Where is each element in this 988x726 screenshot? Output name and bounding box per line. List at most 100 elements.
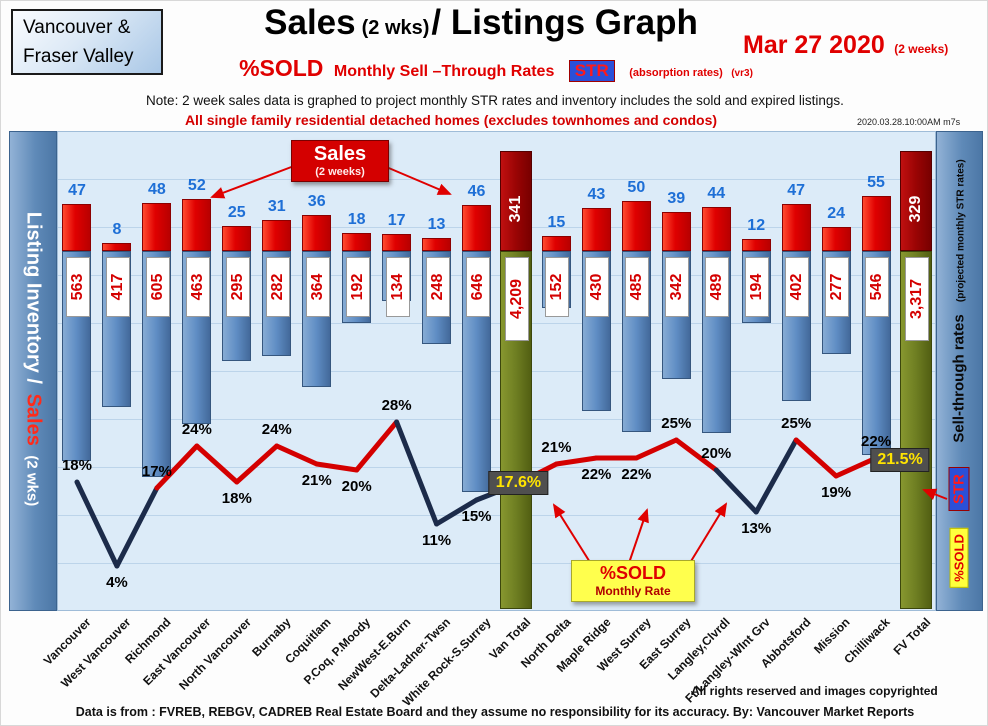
- scope-note: All single family residential detached h…: [184, 112, 718, 128]
- region-label-box: Vancouver & Fraser Valley: [11, 9, 163, 75]
- inventory-value-label: 192: [345, 257, 370, 317]
- sales-value-label: 52: [187, 177, 206, 194]
- inventory-value-label: 485: [625, 257, 650, 317]
- page-title: Sales (2 wks)/ Listings Graph: [181, 3, 781, 43]
- pct-sold-label: 20%: [341, 478, 372, 495]
- sales-bar: [861, 196, 891, 251]
- x-axis-label: NewWest-E.Burn: [335, 615, 414, 694]
- left-axis-title: Listing Inventory / Sales (2 wks): [22, 212, 45, 507]
- sales-callout-sub: (2 weeks): [315, 166, 365, 178]
- inventory-value-text: 364: [308, 273, 326, 301]
- subtitle: %SOLD Monthly Sell –Through Rates STR (a…: [176, 55, 816, 82]
- data-source-note: Data is from : FVREB, REBGV, CADREB Real…: [75, 705, 915, 719]
- sales-value-label: 43: [587, 186, 606, 203]
- sales-value-label: 13: [427, 216, 446, 233]
- pct-sold-label: 22%: [861, 433, 892, 450]
- inventory-value-label: 3,317: [905, 257, 930, 341]
- sales-value-label: 18: [347, 211, 366, 228]
- subtitle-rates: Monthly Sell –Through Rates: [333, 63, 555, 80]
- sales-bar: [701, 207, 731, 251]
- subtitle-absorption: (absorption rates): [629, 67, 723, 79]
- inventory-value-label: 430: [585, 257, 610, 317]
- pct-sold-label: 21%: [301, 472, 332, 489]
- sales-bar: [661, 212, 691, 251]
- right-axis-title: Sell-through rates (projected monthly ST…: [951, 159, 968, 442]
- subtitle-pctsold: %SOLD: [239, 55, 324, 81]
- pct-sold-label: 18%: [61, 457, 92, 474]
- method-note: Note: 2 week sales data is graphed to pr…: [146, 93, 844, 108]
- title-weeks-qualifier: (2 wks): [361, 17, 430, 39]
- right-axis-sub-label: (projected monthly STR rates): [955, 159, 967, 303]
- inventory-value-label: 563: [65, 257, 90, 317]
- inventory-value-label: 489: [705, 257, 730, 317]
- inventory-value-text: 430: [588, 273, 606, 301]
- inventory-value-text: 248: [428, 273, 446, 301]
- inventory-value-label: 194: [745, 257, 770, 317]
- pct-sold-label: 4%: [106, 574, 128, 591]
- pct-sold-label: 25%: [661, 415, 692, 432]
- inventory-value-label: 417: [105, 257, 130, 317]
- right-pctsold-badge: %SOLD: [949, 528, 969, 588]
- inventory-value-text: 646: [468, 273, 486, 301]
- pct-sold-label: 13%: [741, 520, 772, 537]
- left-axis-sales-label: Sales: [22, 393, 45, 446]
- sales-bar: [422, 238, 452, 251]
- inventory-value-label: 152: [545, 257, 570, 317]
- inventory-value-text: 563: [68, 273, 86, 301]
- x-axis-label: North Vancouver: [175, 615, 254, 693]
- x-axis-label: West Vancouver: [58, 615, 134, 691]
- copyright-note: All rights reserved and images copyright…: [691, 684, 938, 698]
- inventory-value-label: 463: [185, 257, 210, 317]
- right-axis-main-label: Sell-through rates: [950, 314, 968, 443]
- left-axis-inventory-label: Listing Inventory /: [22, 211, 45, 384]
- inventory-value-label: 364: [305, 257, 330, 317]
- inventory-value-label: 605: [145, 257, 170, 317]
- inventory-value-text: 3,317: [908, 278, 926, 320]
- inventory-value-text: 463: [188, 273, 206, 301]
- report-date-note: (2 weeks): [894, 42, 949, 56]
- pct-sold-callout: 21.5%: [870, 448, 930, 472]
- pct-sold-label: 22%: [581, 466, 612, 483]
- inventory-value-text: 192: [348, 273, 366, 301]
- pct-sold-label: 18%: [221, 490, 252, 507]
- inventory-value-text: 402: [788, 273, 806, 301]
- sales-value-label: 31: [267, 198, 286, 215]
- right-str-badge: STR: [948, 467, 970, 511]
- inventory-value-label: 546: [865, 257, 890, 317]
- inventory-value-text: 282: [268, 273, 286, 301]
- pctsold-callout-box: %SOLD Monthly Rate: [571, 560, 695, 602]
- sales-value-label: 46: [467, 183, 486, 200]
- inventory-value-text: 485: [628, 273, 646, 301]
- pct-sold-label: 22%: [621, 466, 652, 483]
- sales-bar: [821, 227, 851, 251]
- sales-value-label: 341: [507, 195, 525, 223]
- sales-value-label: 48: [147, 181, 166, 198]
- sales-value-label: 329: [907, 195, 925, 223]
- region-line1: Vancouver &: [23, 16, 131, 38]
- left-axis-weeks-label: (2 wks): [23, 455, 41, 507]
- pct-sold-label: 15%: [461, 508, 492, 525]
- inventory-value-text: 152: [548, 273, 566, 301]
- subtitle-version: (vr3): [731, 68, 753, 79]
- sales-bar: [302, 215, 332, 251]
- pct-sold-label: 17%: [141, 463, 172, 480]
- inventory-value-label: 134: [385, 257, 410, 317]
- sales-value-label: 24: [827, 205, 845, 222]
- pct-sold-label: 28%: [381, 397, 412, 414]
- pct-sold-callout: 17.6%: [488, 471, 549, 496]
- inventory-value-label: 342: [665, 257, 690, 317]
- inventory-value-text: 295: [228, 273, 246, 301]
- sales-value-label: 47: [787, 182, 806, 199]
- sales-value-label: 8: [112, 221, 122, 238]
- pct-sold-label: 11%: [421, 532, 452, 549]
- pct-sold-label: 19%: [821, 484, 852, 501]
- sales-value-label: 50: [627, 179, 646, 196]
- sales-bar: [621, 201, 651, 251]
- sales-callout-box: Sales (2 weeks): [291, 140, 389, 182]
- title-sales: Sales: [264, 3, 356, 42]
- inventory-value-text: 194: [748, 273, 766, 301]
- pct-sold-label: 24%: [261, 421, 292, 438]
- generation-timestamp: 2020.03.28.10:00AM m7s: [857, 117, 961, 127]
- sales-value-label: 39: [667, 190, 686, 207]
